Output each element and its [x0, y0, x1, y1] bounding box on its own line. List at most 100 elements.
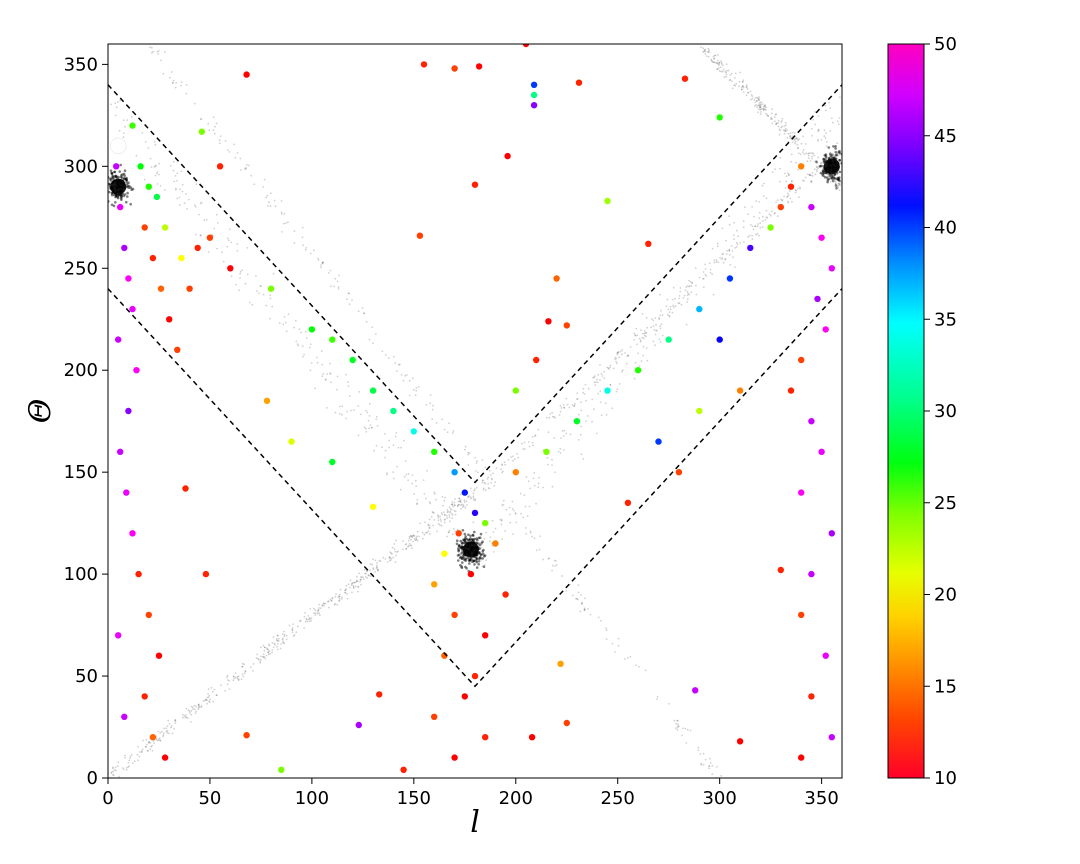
background-point — [304, 612, 306, 614]
dashed-boundary-line — [108, 84, 842, 484]
background-point — [563, 407, 566, 409]
background-point — [334, 602, 336, 605]
background-point — [489, 536, 492, 538]
background-point — [109, 169, 113, 172]
background-point — [114, 201, 117, 204]
background-point — [757, 223, 759, 225]
background-point — [532, 477, 535, 480]
background-point — [263, 656, 265, 658]
background-point — [245, 167, 248, 170]
background-point — [509, 513, 511, 516]
background-point — [439, 518, 442, 521]
background-point — [291, 629, 294, 631]
background-point — [789, 135, 791, 138]
background-point — [428, 527, 431, 529]
background-point — [148, 741, 151, 744]
background-point — [221, 251, 223, 254]
background-point — [676, 719, 678, 722]
background-point — [298, 328, 301, 330]
background-point — [716, 242, 719, 245]
background-point — [334, 277, 337, 280]
background-point — [446, 509, 449, 511]
background-point — [642, 332, 644, 335]
background-point — [712, 55, 715, 58]
x-tick-label: 100 — [295, 788, 329, 809]
background-point — [402, 540, 404, 542]
background-point — [125, 178, 128, 182]
background-point — [119, 99, 121, 102]
background-point — [686, 285, 689, 287]
background-point — [156, 171, 159, 173]
background-point — [285, 635, 288, 637]
background-point — [267, 643, 270, 646]
data-point — [808, 203, 815, 211]
background-point — [449, 510, 451, 513]
background-point — [761, 226, 764, 228]
background-point — [495, 467, 498, 470]
background-point — [797, 168, 800, 171]
data-point — [416, 232, 424, 239]
background-point — [790, 136, 793, 139]
background-point — [629, 655, 632, 658]
background-point — [814, 123, 817, 126]
background-point — [533, 484, 536, 487]
background-point — [488, 487, 491, 490]
background-point — [666, 298, 669, 301]
background-point — [339, 588, 342, 591]
background-point — [565, 590, 568, 592]
background-point — [542, 486, 544, 489]
background-point — [244, 670, 247, 673]
background-point — [743, 241, 745, 244]
background-point — [307, 615, 310, 617]
background-point — [410, 544, 412, 547]
background-point — [618, 383, 621, 385]
background-point — [533, 472, 536, 474]
background-point — [773, 212, 776, 215]
data-point — [166, 316, 173, 323]
data-point — [502, 591, 509, 598]
background-point — [633, 339, 636, 341]
background-point — [452, 430, 455, 432]
data-point — [681, 75, 689, 82]
background-point — [362, 578, 365, 580]
background-point — [451, 504, 454, 506]
data-point — [798, 163, 805, 170]
background-point — [797, 139, 799, 142]
data-point — [329, 458, 336, 466]
background-point — [551, 458, 553, 461]
background-point — [241, 662, 244, 665]
background-point — [586, 415, 589, 417]
background-point — [784, 129, 786, 131]
background-point — [376, 416, 378, 418]
background-point — [441, 496, 444, 498]
background-point — [446, 535, 448, 538]
background-point — [258, 292, 260, 295]
background-point — [234, 156, 237, 159]
data-point — [624, 499, 632, 506]
data-point — [557, 660, 564, 667]
background-point — [415, 387, 418, 389]
background-point — [685, 323, 688, 326]
background-point — [226, 674, 229, 677]
x-tick-label: 50 — [198, 788, 221, 809]
background-point — [834, 147, 837, 150]
background-point — [481, 550, 485, 553]
background-point — [583, 608, 586, 611]
background-point — [218, 142, 221, 145]
background-point — [117, 761, 120, 764]
background-point — [302, 244, 304, 247]
background-point — [344, 589, 347, 592]
background-point — [604, 402, 607, 404]
background-point — [205, 218, 208, 221]
background-point — [710, 59, 713, 62]
background-point — [808, 174, 811, 176]
background-point — [435, 498, 437, 501]
background-point — [423, 533, 426, 536]
background-point — [554, 416, 556, 419]
background-point — [265, 304, 268, 307]
background-point — [770, 118, 772, 121]
background-point — [607, 367, 610, 369]
background-point — [726, 69, 728, 72]
background-point — [484, 489, 487, 492]
background-point — [765, 197, 768, 200]
